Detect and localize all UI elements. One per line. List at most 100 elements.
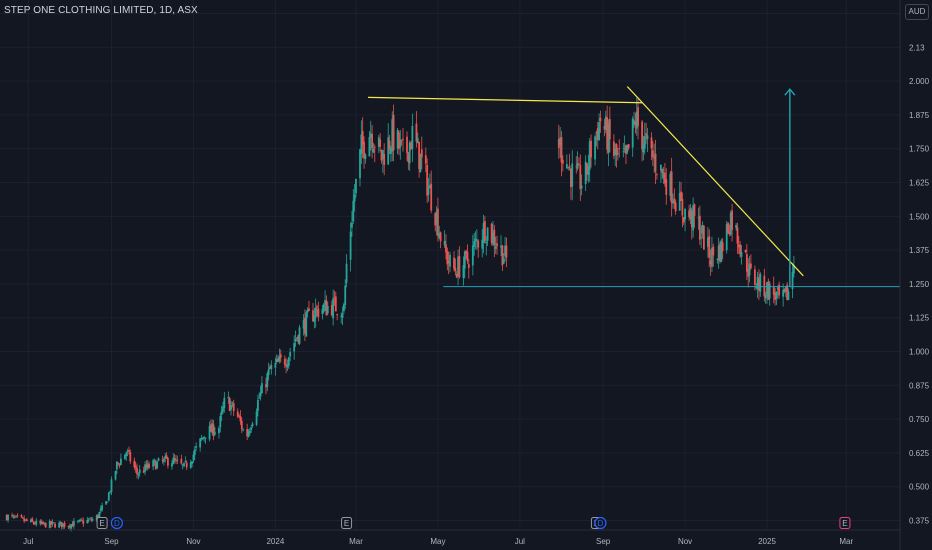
candle-228 [435,206,438,236]
candle-177 [340,312,343,324]
candle-290 [599,110,602,133]
candle-386 [782,283,785,307]
candle-51 [101,502,103,512]
candle-9 [23,515,26,523]
candle-197 [377,134,380,154]
candle-39 [79,518,82,522]
candle-279 [579,154,582,201]
candle-229 [437,197,439,242]
earnings-marker-0[interactable]: E [96,517,108,529]
candle-37 [77,520,79,524]
time-axis[interactable]: Jul Sep Nov 2024 Mar May Jul Sep Nov 2025 Mar [0,529,900,546]
candle-66 [129,449,132,464]
candle-127 [246,423,249,441]
candle-332 [680,182,682,202]
candle-212 [406,131,408,161]
candle-250 [475,229,478,251]
event-marker-label: E [344,519,349,528]
candle-19 [42,520,44,526]
candle-240 [457,249,459,286]
candle-4 [13,514,16,519]
candle-246 [467,259,470,279]
x-tick-label-5: May [430,537,445,546]
candle-376 [763,268,766,302]
candle-361 [735,222,738,231]
candle-88 [172,453,175,465]
candle-85 [165,452,168,460]
candle-286 [594,134,596,166]
candle-36 [72,518,75,529]
candle-16 [35,518,38,527]
price-axis[interactable]: 2.252.132.0001.8751.7501.6251.5001.3751.… [899,0,932,550]
earnings-marker-5[interactable]: E [839,517,851,529]
candle-205 [391,111,394,162]
candle-244 [465,249,468,260]
candle-103 [200,434,203,441]
candle-252 [481,229,484,258]
candle-53 [106,501,109,503]
candle-43 [87,517,90,523]
candle-81 [157,457,160,462]
candle-46 [91,516,94,522]
candle-271 [565,154,568,170]
candle-249 [474,231,477,250]
candle-42 [86,517,89,524]
candle-259 [493,224,496,258]
candle-297 [614,143,617,167]
candle-392 [792,255,795,278]
candle-338 [690,207,693,240]
candle-80 [156,460,159,470]
candle-189 [361,117,364,159]
candle-150 [287,356,290,369]
candle-56 [110,476,113,496]
candle-144 [277,355,279,363]
x-tick-label-4: Mar [349,537,363,546]
event-marker-label: D [598,519,604,528]
candle-248 [473,232,476,256]
candle-90 [175,454,177,464]
candle-145 [278,348,281,364]
candle-343 [700,225,703,248]
candle-379 [767,278,770,301]
candle-354 [720,238,723,263]
candle-231 [439,231,442,249]
candle-283 [587,154,590,183]
candle-312 [642,135,645,161]
candle-54 [107,491,110,502]
candle-363 [737,235,740,255]
candle-137 [265,377,267,395]
candle-108 [209,419,212,432]
candle-352 [717,237,720,269]
candle-247 [471,234,474,276]
candle-300 [618,139,621,158]
earnings-marker-2[interactable]: E [341,517,353,529]
candle-234 [446,247,449,271]
dividend-marker-4[interactable]: D [594,516,607,530]
candle-288 [596,121,599,150]
candle-366 [744,249,747,254]
candle-315 [646,127,649,152]
candle-141 [270,360,273,375]
y-tick-label-11: 0.875 [909,381,930,390]
candle-100 [193,446,196,461]
candle-172 [330,300,333,317]
y-tick-label-15: 0.375 [909,517,930,526]
candle-96 [185,460,188,471]
candle-301 [622,142,625,158]
y-tick-label-10: 1.000 [909,348,930,357]
candle-44 [89,516,91,520]
candle-337 [689,204,692,225]
candle-360 [731,203,733,242]
candle-83 [162,457,165,466]
currency-badge[interactable]: AUD [905,4,929,20]
candle-98 [191,460,193,468]
candle-253 [482,214,485,254]
candle-380 [768,281,771,306]
candle-328 [672,193,674,209]
dividend-marker-1[interactable]: D [110,516,123,530]
candle-21 [44,522,47,528]
candle-8 [21,516,24,519]
candle-356 [725,220,728,254]
candle-326 [669,170,672,201]
